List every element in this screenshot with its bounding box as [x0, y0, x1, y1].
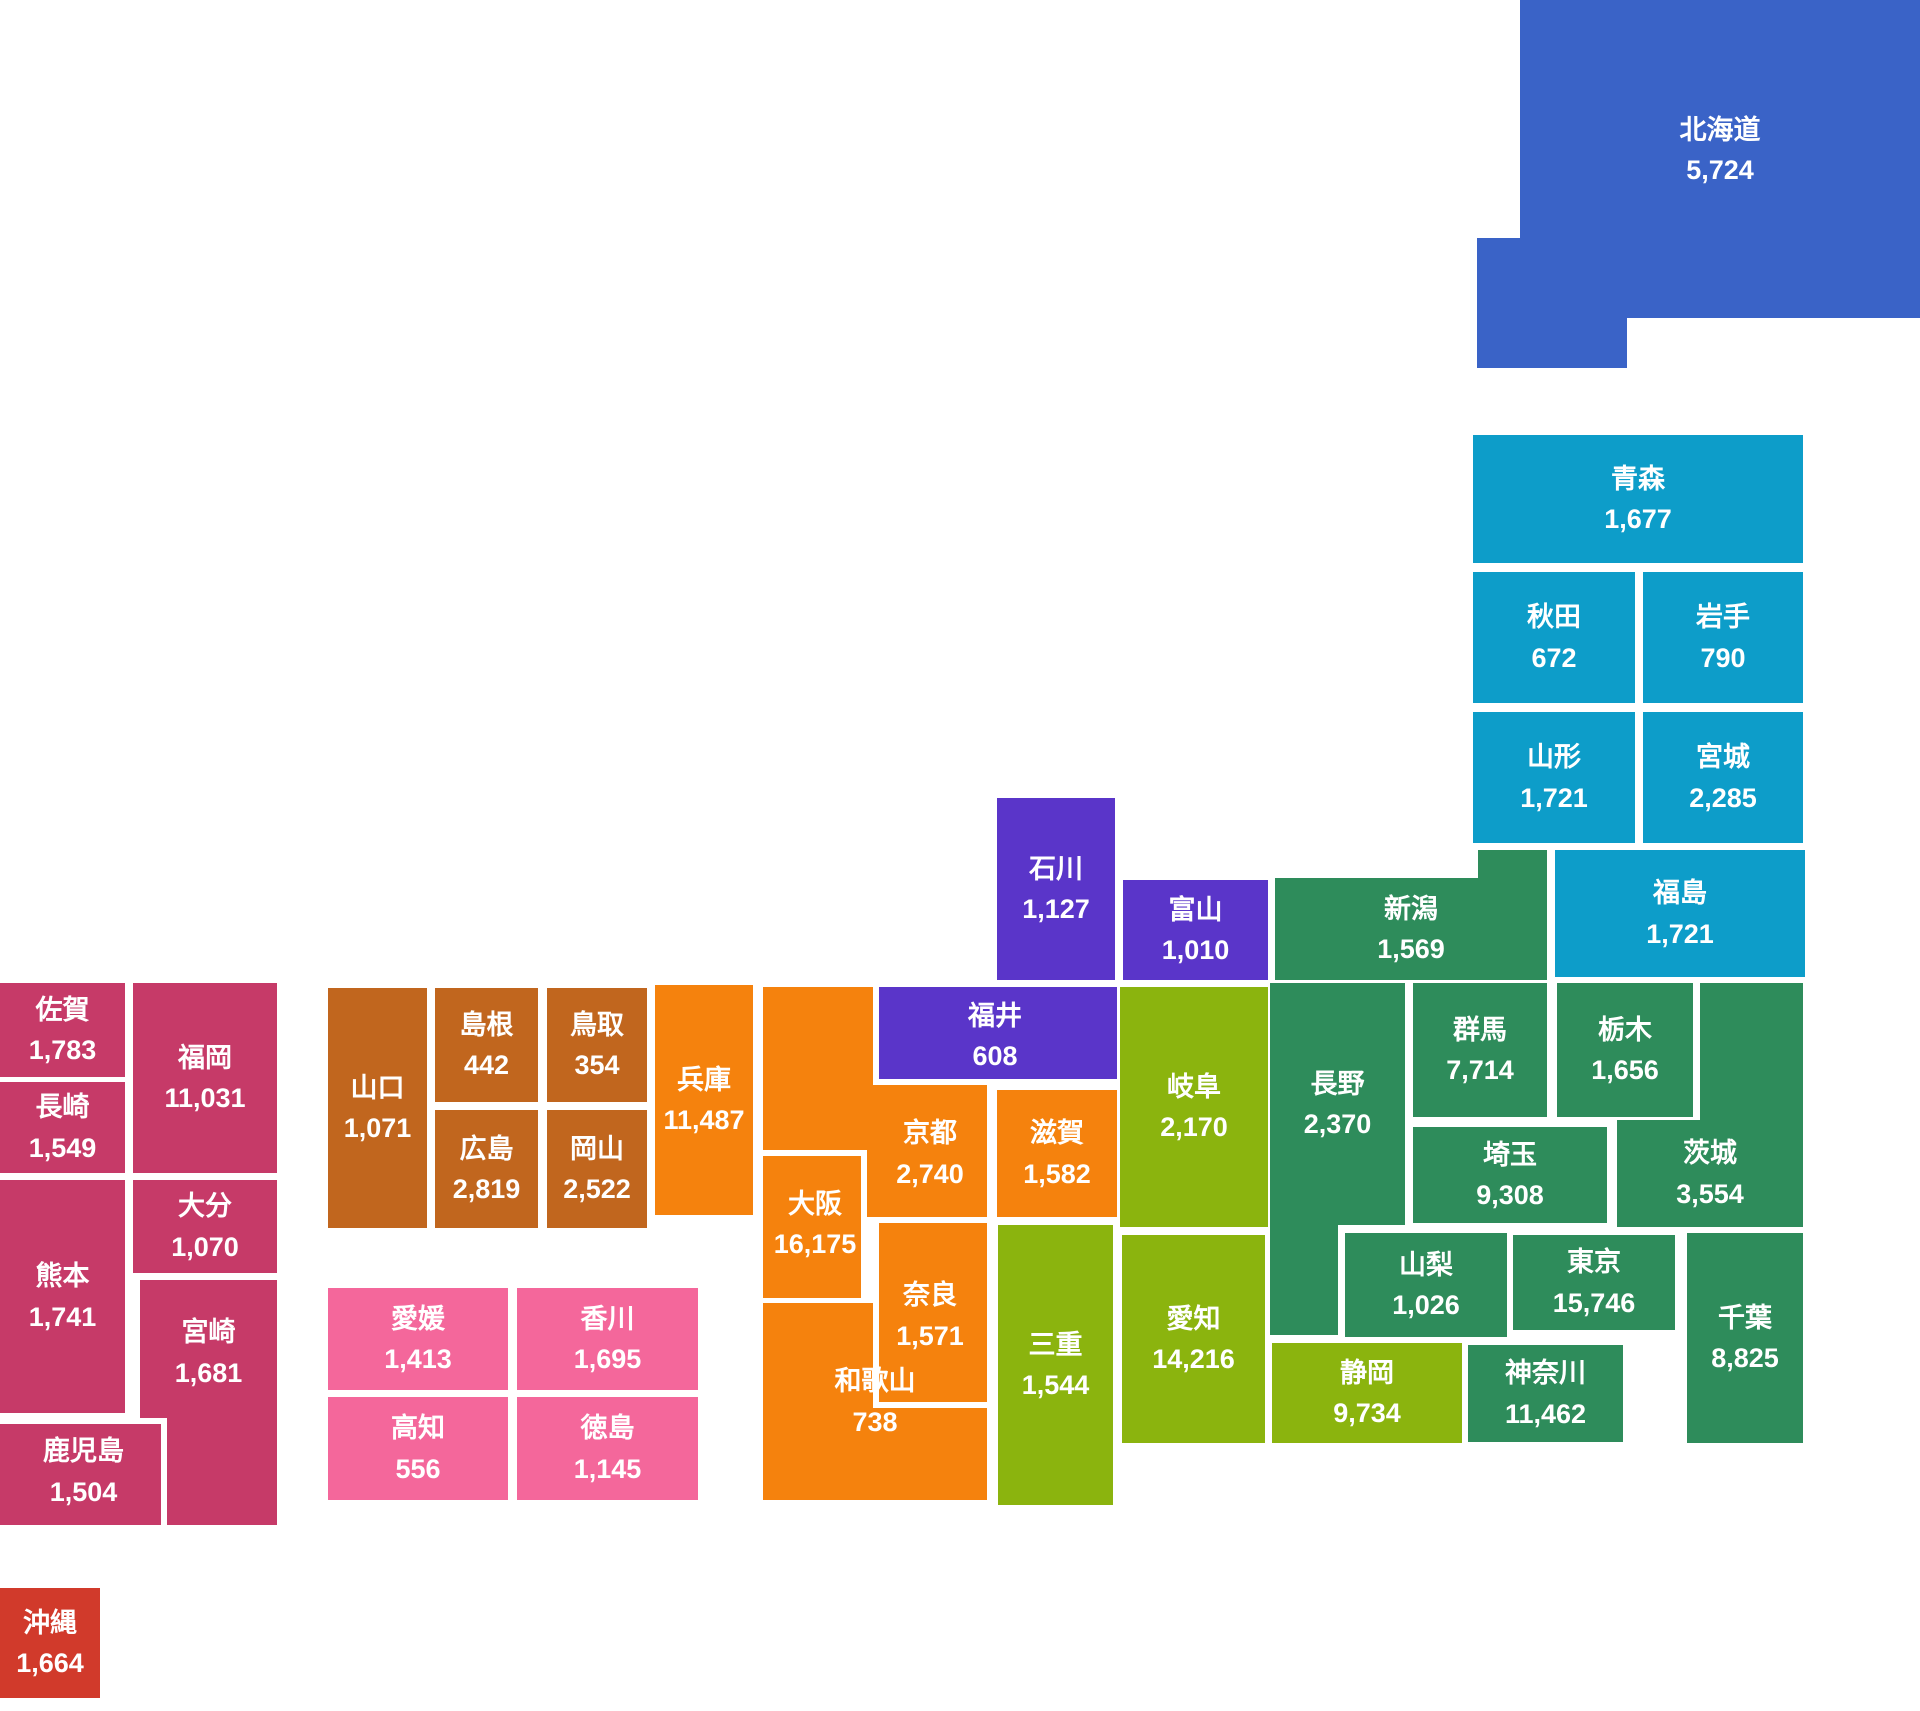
tile-chiba[interactable]: [1687, 1233, 1803, 1443]
tile-tochigi[interactable]: [1557, 983, 1693, 1117]
tile-kochi[interactable]: [328, 1397, 508, 1500]
tile-tottori[interactable]: [547, 988, 647, 1102]
tile-yamanashi[interactable]: [1345, 1233, 1507, 1337]
tile-akita[interactable]: [1473, 572, 1635, 703]
tile-hyogo[interactable]: [655, 985, 753, 1215]
tile-hiroshima[interactable]: [435, 1110, 538, 1228]
tile-ibaraki[interactable]: [1617, 1120, 1803, 1227]
tile-nagano[interactable]: [1270, 983, 1405, 1225]
tile-shizuoka[interactable]: [1272, 1343, 1462, 1443]
tile-kanagawa[interactable]: [1468, 1345, 1623, 1442]
tile-tokushima[interactable]: [517, 1397, 698, 1500]
tile-ehime[interactable]: [328, 1288, 508, 1390]
tile-hokkaido[interactable]: [1477, 238, 1627, 368]
tile-yamagata[interactable]: [1473, 712, 1635, 843]
tile-yamaguchi[interactable]: [328, 988, 427, 1228]
tile-gunma[interactable]: [1413, 983, 1547, 1117]
tile-shiga[interactable]: [997, 1090, 1117, 1217]
tile-aichi[interactable]: [1122, 1235, 1265, 1443]
tile-tokyo[interactable]: [1513, 1235, 1675, 1330]
tile-fukushima[interactable]: [1555, 850, 1805, 977]
tile-nara[interactable]: [873, 1223, 987, 1408]
tile-nagano[interactable]: [1270, 1225, 1338, 1335]
tile-miyagi[interactable]: [1643, 712, 1803, 843]
tile-saitama[interactable]: [1413, 1127, 1607, 1223]
tile-nagasaki[interactable]: [0, 1082, 125, 1173]
tile-kagawa[interactable]: [517, 1288, 698, 1390]
tile-aomori[interactable]: [1473, 435, 1803, 563]
tile-okinawa[interactable]: [0, 1588, 100, 1698]
tile-osaka[interactable]: [763, 1150, 867, 1298]
tile-niigata[interactable]: [1275, 878, 1547, 980]
tile-oita[interactable]: [133, 1180, 277, 1273]
tile-fukuoka[interactable]: [133, 983, 277, 1173]
tile-fukui[interactable]: [873, 987, 1117, 1085]
tile-toyama[interactable]: [1123, 880, 1268, 980]
tile-niigata[interactable]: [1478, 850, 1547, 880]
tile-gifu[interactable]: [1120, 987, 1268, 1227]
tile-iwate[interactable]: [1643, 572, 1803, 703]
tile-shimane[interactable]: [435, 988, 538, 1102]
tile-kumamoto[interactable]: [0, 1180, 125, 1413]
tile-okayama[interactable]: [547, 1110, 647, 1228]
tile-ibaraki[interactable]: [1700, 983, 1803, 1123]
tile-mie[interactable]: [998, 1225, 1113, 1505]
tile-kagoshima[interactable]: [0, 1418, 167, 1525]
tile-saga[interactable]: [0, 983, 125, 1077]
tile-ishikawa[interactable]: [997, 798, 1115, 980]
